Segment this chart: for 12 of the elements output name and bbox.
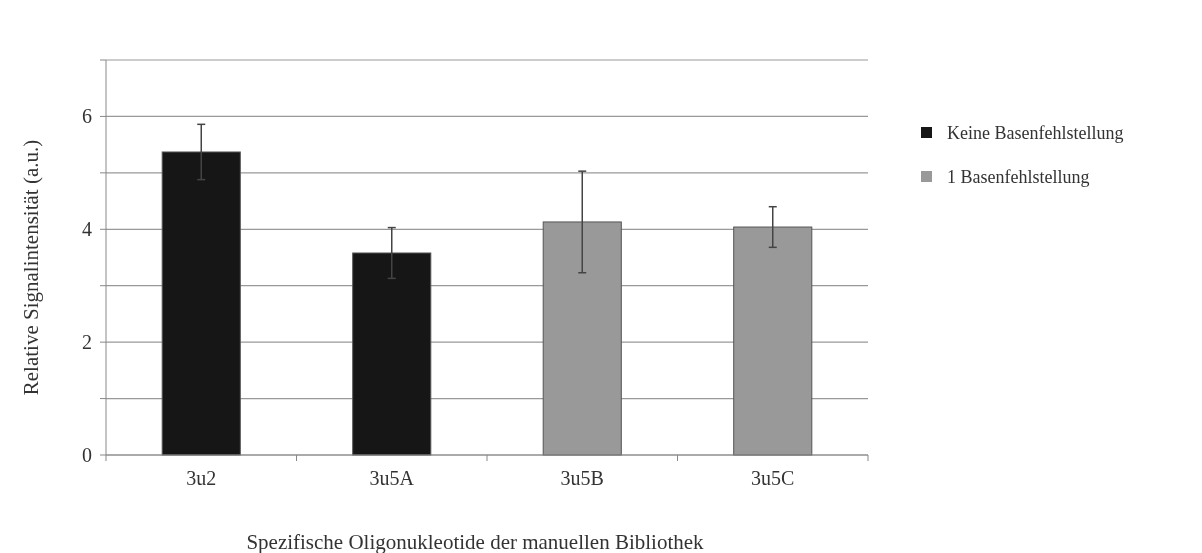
x-axis-title: Spezifische Oligonukleotide der manuellen Bibliothek [246,530,705,553]
y-tick-label: 4 [82,218,92,241]
legend-label: 1 Basenfehlstellung [947,167,1090,188]
y-axis-title: Relative Signalintensität (a.u.) [19,139,43,396]
x-tick-label: 3u5B [560,467,604,489]
y-tick-label: 2 [82,331,92,354]
x-tick-label: 3u2 [186,467,217,489]
y-tick-label: 6 [82,105,92,128]
legend-label: Keine Basenfehlstellung [947,123,1124,144]
x-tick-label: 3u5A [369,467,415,489]
x-tick-label: 3u5C [751,467,795,489]
y-tick-label: 0 [82,444,92,466]
